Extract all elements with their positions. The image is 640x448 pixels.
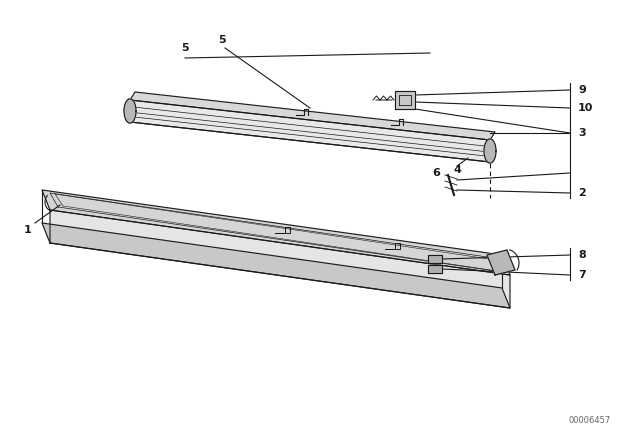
Polygon shape [428,265,442,273]
Polygon shape [130,100,490,162]
Polygon shape [124,99,136,123]
Text: 2: 2 [578,188,586,198]
Text: 5: 5 [218,35,226,45]
Polygon shape [50,210,510,308]
Polygon shape [428,255,442,263]
Polygon shape [484,139,496,163]
Polygon shape [395,91,415,109]
Text: 9: 9 [578,85,586,95]
Text: 5: 5 [181,43,189,53]
Polygon shape [42,190,510,275]
Text: 4: 4 [453,165,461,175]
Text: 8: 8 [578,250,586,260]
Polygon shape [130,92,495,140]
Text: 7: 7 [578,270,586,280]
Polygon shape [487,250,515,275]
Text: 6: 6 [432,168,440,178]
Text: 3: 3 [578,128,586,138]
Polygon shape [42,223,510,308]
Text: 00006457: 00006457 [569,415,611,425]
Text: 1: 1 [24,225,32,235]
Text: 10: 10 [578,103,593,113]
